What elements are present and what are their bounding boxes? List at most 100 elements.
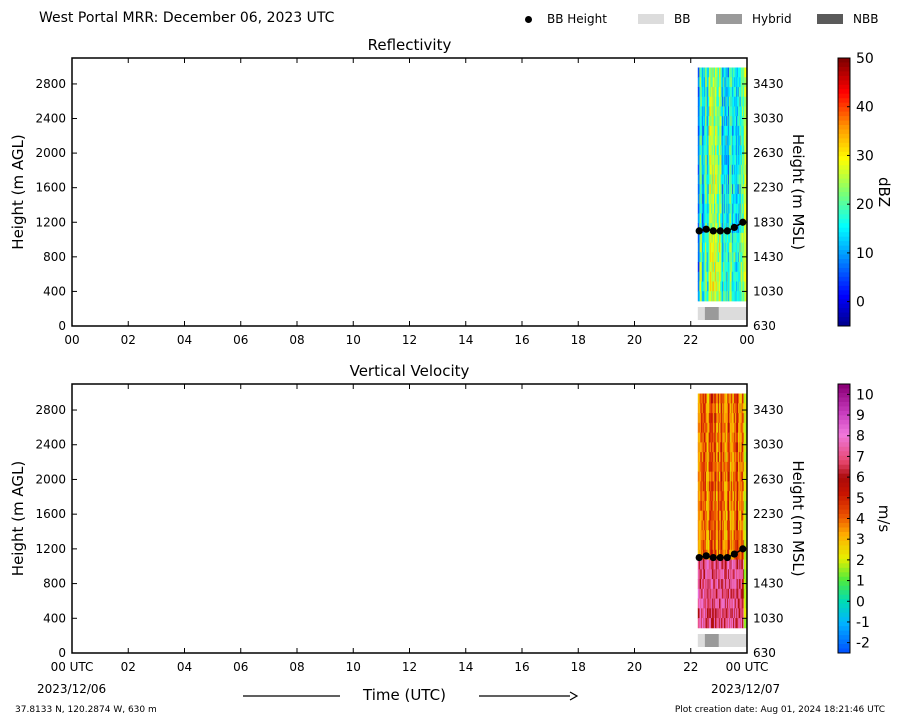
heatmap-cell <box>712 481 714 492</box>
heatmap-cell <box>716 598 718 609</box>
heatmap-cell <box>724 125 727 136</box>
heatmap-cell <box>718 86 720 98</box>
heatmap-cell <box>710 291 713 302</box>
heatmap-cell <box>733 539 736 551</box>
heatmap-cell <box>742 442 744 453</box>
heatmap-cell <box>714 213 716 224</box>
heatmap-cell <box>716 452 718 463</box>
heatmap-cell <box>719 393 721 404</box>
heatmap-cell <box>698 145 700 156</box>
heatmap-cell <box>697 252 699 263</box>
heatmap-cell <box>706 67 709 78</box>
colorbar-cell <box>838 433 850 439</box>
heatmap-cell <box>728 471 731 482</box>
heatmap-cell <box>733 242 736 253</box>
heatmap-cell <box>701 223 704 234</box>
heatmap-cell <box>739 413 741 424</box>
heatmap-cell <box>707 413 709 424</box>
heatmap-cell <box>721 403 723 414</box>
heatmap-cell <box>710 223 712 234</box>
legend-label: BB Height <box>547 12 607 26</box>
heatmap-cell <box>723 193 725 205</box>
heatmap-cell <box>738 442 741 453</box>
heatmap-cell <box>705 106 708 117</box>
heatmap-cell <box>731 262 733 273</box>
heatmap-cell <box>700 461 702 473</box>
heatmap-cell <box>723 281 725 292</box>
heatmap-cell <box>724 442 727 453</box>
heatmap-cell <box>740 203 742 214</box>
heatmap-cell <box>705 588 707 599</box>
heatmap-cell <box>732 481 734 492</box>
heatmap-cell <box>717 481 719 492</box>
heatmap-cell <box>711 116 713 127</box>
heatmap-cell <box>707 125 709 136</box>
heatmap-cell <box>728 242 730 253</box>
heatmap-cell <box>737 125 739 136</box>
colorbar-cell <box>838 223 850 229</box>
colorbar-tick-label: 3 <box>856 532 865 548</box>
heatmap-cell <box>740 155 742 166</box>
heatmap-cell <box>724 155 726 166</box>
heatmap-cell <box>713 232 715 243</box>
heatmap-cell <box>724 271 727 282</box>
heatmap-cell <box>740 491 742 502</box>
heatmap-cell <box>721 155 723 166</box>
heatmap-cell <box>724 96 727 107</box>
heatmap-cell <box>701 422 703 433</box>
heatmap-cell <box>721 203 723 214</box>
heatmap-cell <box>740 393 742 404</box>
heatmap-cell <box>697 67 699 78</box>
heatmap-cell <box>698 174 700 185</box>
heatmap-cell <box>735 106 737 117</box>
heatmap-cell <box>731 164 733 175</box>
heatmap-cell <box>733 174 735 185</box>
heatmap-cell <box>731 193 733 205</box>
heatmap-cell <box>715 413 717 424</box>
colorbar-cell <box>838 388 850 394</box>
heatmap-cell <box>734 530 736 541</box>
heatmap-cell <box>723 471 725 482</box>
heatmap-cell <box>697 461 699 473</box>
heatmap-cell <box>717 203 719 214</box>
heatmap-cell <box>714 232 716 243</box>
heatmap-cell <box>736 252 738 263</box>
heatmap-cell <box>704 86 706 98</box>
heatmap-cell <box>732 539 734 551</box>
heatmap-cell <box>715 116 718 127</box>
heatmap-cell <box>729 500 731 512</box>
heatmap-cell <box>703 500 705 512</box>
heatmap-cell <box>705 232 707 243</box>
heatmap-cell <box>718 432 720 443</box>
heatmap-cell <box>727 242 729 253</box>
heatmap-cell <box>699 452 701 463</box>
heatmap-cell <box>719 262 722 273</box>
heatmap-cell <box>719 116 721 127</box>
heatmap-cell <box>726 242 728 253</box>
heatmap-cell <box>732 569 734 580</box>
heatmap-cell <box>703 588 705 599</box>
heatmap-cell <box>737 559 740 570</box>
heatmap-cell <box>733 608 736 619</box>
heatmap-cell <box>723 155 725 166</box>
heatmap-cell <box>722 106 724 117</box>
heatmap-cell <box>705 539 707 551</box>
heatmap-cell <box>724 135 727 146</box>
heatmap-cell <box>705 203 707 214</box>
colorbar-cell <box>838 169 850 175</box>
heatmap-cell <box>716 223 718 234</box>
heatmap-cell <box>701 174 704 185</box>
y-tick-label: 1200 <box>35 215 66 229</box>
heatmap-cell <box>738 213 741 224</box>
heatmap-cell <box>745 530 747 541</box>
heatmap-cell <box>719 193 722 205</box>
heatmap-cell <box>708 481 710 492</box>
heatmap-cell <box>740 291 742 302</box>
heatmap-cell <box>739 271 741 282</box>
heatmap-cell <box>741 223 743 234</box>
heatmap-cell <box>736 608 738 619</box>
heatmap-cell <box>729 618 731 629</box>
heatmap-cell <box>728 155 730 166</box>
heatmap-cell <box>718 413 720 424</box>
colorbar-label: dBZ <box>875 177 893 207</box>
